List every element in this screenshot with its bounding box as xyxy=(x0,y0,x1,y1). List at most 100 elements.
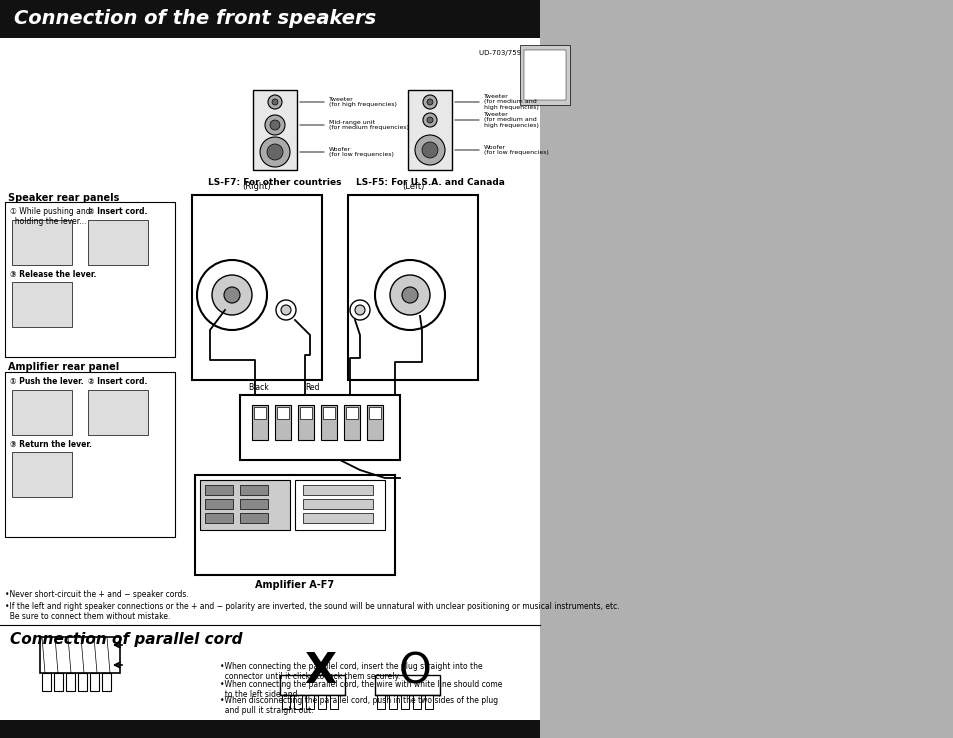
Text: Amplifier rear panel: Amplifier rear panel xyxy=(8,362,119,372)
Text: Mid-range unit
(for medium frequencies): Mid-range unit (for medium frequencies) xyxy=(329,120,409,131)
Bar xyxy=(346,407,357,419)
Bar xyxy=(194,475,395,575)
Bar xyxy=(369,407,380,419)
Bar xyxy=(408,90,452,170)
Circle shape xyxy=(265,115,285,135)
Bar xyxy=(274,405,291,440)
Circle shape xyxy=(375,260,444,330)
Bar xyxy=(240,485,268,495)
Bar xyxy=(294,480,385,530)
Bar xyxy=(330,695,337,709)
Circle shape xyxy=(422,95,436,109)
Bar xyxy=(88,390,148,435)
Text: •Never short-circuit the + and − speaker cords.: •Never short-circuit the + and − speaker… xyxy=(5,590,189,599)
Circle shape xyxy=(281,305,291,315)
Text: Amplifier A-F7: Amplifier A-F7 xyxy=(255,580,335,590)
Circle shape xyxy=(355,305,365,315)
Text: Connection of the front speakers: Connection of the front speakers xyxy=(14,10,375,29)
Bar xyxy=(299,407,312,419)
Bar xyxy=(323,407,335,419)
Bar xyxy=(42,673,51,691)
Bar xyxy=(344,405,359,440)
Text: Connection of parallel cord: Connection of parallel cord xyxy=(10,632,242,647)
Bar xyxy=(66,673,75,691)
Text: ② Insert cord.: ② Insert cord. xyxy=(88,207,147,216)
Bar xyxy=(367,405,382,440)
Bar xyxy=(0,720,539,738)
Bar xyxy=(282,695,290,709)
Text: ① Push the lever.: ① Push the lever. xyxy=(10,377,84,386)
Bar xyxy=(205,499,233,509)
Text: LS-F5: For U.S.A. and Canada: LS-F5: For U.S.A. and Canada xyxy=(355,178,504,187)
Bar xyxy=(200,480,290,530)
Bar xyxy=(303,513,373,523)
Bar xyxy=(539,0,953,738)
Bar xyxy=(88,220,148,265)
Bar xyxy=(276,407,289,419)
Circle shape xyxy=(268,95,282,109)
Text: Tweeter
(for medium and
high frequencies): Tweeter (for medium and high frequencies… xyxy=(483,111,538,128)
Text: Black: Black xyxy=(248,383,269,392)
Bar xyxy=(306,695,314,709)
Bar xyxy=(0,0,539,738)
Circle shape xyxy=(422,113,436,127)
Circle shape xyxy=(415,135,444,165)
Text: Woofer
(for low frequencies): Woofer (for low frequencies) xyxy=(483,145,548,156)
Text: •When connecting the parallel cord, insert the plug straight into the
  connecto: •When connecting the parallel cord, inse… xyxy=(220,662,482,681)
Text: UD-703/759 B/E: UD-703/759 B/E xyxy=(478,50,535,56)
Text: O: O xyxy=(398,650,431,692)
Bar xyxy=(12,282,71,327)
Bar xyxy=(303,499,373,509)
Circle shape xyxy=(272,99,277,105)
Bar xyxy=(90,673,99,691)
Bar xyxy=(240,513,268,523)
Text: ① While pushing and
  holding the lever...: ① While pushing and holding the lever... xyxy=(10,207,91,227)
Text: Woofer
(for low frequencies): Woofer (for low frequencies) xyxy=(329,147,394,157)
Bar xyxy=(205,513,233,523)
Text: ③ Return the lever.: ③ Return the lever. xyxy=(10,440,91,449)
Bar xyxy=(320,405,336,440)
Text: Tweeter
(for high frequencies): Tweeter (for high frequencies) xyxy=(329,97,396,108)
Bar xyxy=(413,695,420,709)
Text: Tweeter
(for medium and
high frequencies): Tweeter (for medium and high frequencies… xyxy=(483,94,538,110)
Bar xyxy=(78,673,87,691)
Circle shape xyxy=(390,275,430,315)
Bar xyxy=(303,485,373,495)
Circle shape xyxy=(267,144,283,160)
Circle shape xyxy=(427,99,433,105)
Circle shape xyxy=(224,287,240,303)
Text: (Right): (Right) xyxy=(242,182,271,191)
Bar xyxy=(400,695,409,709)
Bar xyxy=(389,695,396,709)
Bar xyxy=(5,202,174,357)
Text: •If the left and right speaker connections or the + and − polarity are inverted,: •If the left and right speaker connectio… xyxy=(5,602,619,621)
Bar xyxy=(519,45,569,105)
Text: Speaker rear panels: Speaker rear panels xyxy=(8,193,119,203)
Circle shape xyxy=(401,287,417,303)
Bar xyxy=(0,0,539,38)
Text: Red: Red xyxy=(305,383,319,392)
Circle shape xyxy=(350,300,370,320)
Bar xyxy=(240,499,268,509)
Circle shape xyxy=(421,142,437,158)
Bar xyxy=(54,673,63,691)
Text: ③ Release the lever.: ③ Release the lever. xyxy=(10,270,96,279)
Bar xyxy=(205,485,233,495)
Bar xyxy=(240,395,399,460)
Bar xyxy=(102,673,111,691)
Bar xyxy=(297,405,314,440)
Bar xyxy=(253,407,266,419)
Circle shape xyxy=(270,120,280,130)
Text: ② Insert cord.: ② Insert cord. xyxy=(88,377,147,386)
Circle shape xyxy=(275,300,295,320)
Bar xyxy=(40,637,120,673)
Text: •When connecting the parallel cord, the wire with white line should come
  to th: •When connecting the parallel cord, the … xyxy=(220,680,502,700)
Text: LS-F7: For other countries: LS-F7: For other countries xyxy=(208,178,341,187)
Bar xyxy=(424,695,433,709)
Circle shape xyxy=(427,117,433,123)
Circle shape xyxy=(212,275,252,315)
Bar xyxy=(5,372,174,537)
Bar xyxy=(294,695,302,709)
Bar xyxy=(12,452,71,497)
Circle shape xyxy=(196,260,267,330)
